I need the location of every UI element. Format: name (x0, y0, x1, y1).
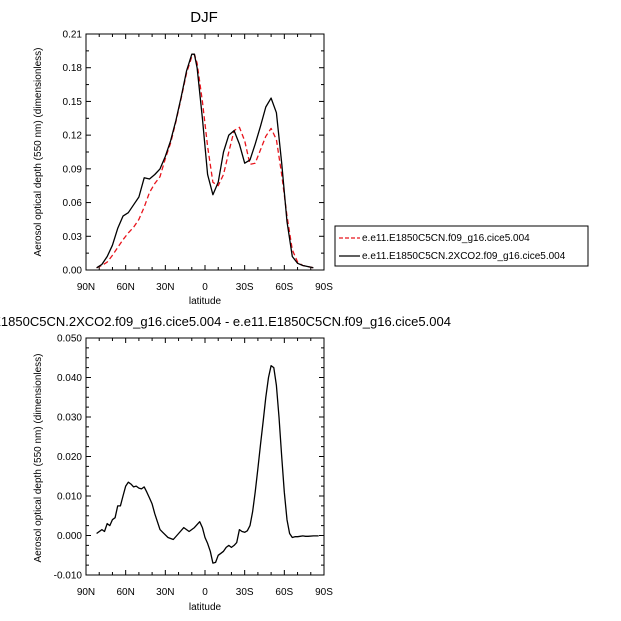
x-tick-label: 30S (236, 587, 254, 598)
x-tick-label: 60S (275, 282, 293, 293)
y-axis-label: Aerosol optical depth (550 nm) (dimensio… (33, 354, 44, 563)
x-tick-label: 60S (275, 587, 293, 598)
y-tick-label: 0.020 (57, 452, 82, 463)
y-tick-label: 0.00 (63, 266, 83, 277)
chart-panel-bottom: e.e11.E1850C5CN.2XCO2.f09_g16.cice5.004 … (0, 314, 451, 613)
series-line-difference (96, 365, 319, 564)
y-tick-label: 0.15 (63, 97, 83, 108)
y-tick-label: -0.010 (54, 571, 83, 582)
y-tick-label: 0.010 (57, 492, 82, 503)
x-tick-label: 90S (315, 282, 333, 293)
y-tick-label: 0.050 (57, 334, 82, 345)
x-tick-label: 0 (202, 282, 208, 293)
x-tick-label: 90N (77, 282, 95, 293)
legend: e.e11.E1850C5CN.f09_g16.cice5.004 e.e11.… (334, 225, 589, 267)
y-tick-label: 0.040 (57, 373, 82, 384)
x-tick-label: 60N (116, 587, 134, 598)
y-tick-label: 0.12 (63, 131, 83, 142)
series-line-e-e11-e1850c5cn-2xco2-f09-g16-cice5-004 (96, 53, 314, 269)
legend-label-2xco2: e.e11.E1850C5CN.2XCO2.f09_g16.cice5.004 (362, 251, 566, 262)
legend-label-control: e.e11.E1850C5CN.f09_g16.cice5.004 (362, 233, 530, 244)
series-line-e-e11-e1850c5cn-f09-g16-cice5-004 (96, 53, 314, 269)
y-tick-label: 0.000 (57, 531, 82, 542)
y-tick-label: 0.06 (63, 198, 83, 209)
y-tick-label: 0.21 (63, 30, 83, 41)
y-tick-label: 0.18 (63, 63, 83, 74)
x-tick-label: 60N (116, 282, 134, 293)
x-tick-label: 30S (236, 282, 254, 293)
y-tick-label: 0.03 (63, 232, 83, 243)
x-axis-label: latitude (189, 296, 222, 307)
x-tick-label: 30N (156, 587, 174, 598)
legend-frame (334, 225, 589, 267)
x-tick-label: 0 (202, 587, 208, 598)
x-axis-label: latitude (189, 602, 222, 613)
x-tick-label: 90S (315, 587, 333, 598)
plot-frame (85, 337, 325, 576)
y-axis-label: Aerosol optical depth (550 nm) (dimensio… (33, 48, 44, 257)
y-tick-label: 0.030 (57, 413, 82, 424)
chart-title: e.e11.E1850C5CN.2XCO2.f09_g16.cice5.004 … (0, 314, 451, 329)
y-tick-label: 0.09 (63, 164, 83, 175)
chart-panel-top: DJF 0.00 0.03 0.06 0.09 0.12 0.15 0.18 0.21 90N… (33, 9, 333, 307)
x-tick-label: 30N (156, 282, 174, 293)
x-tick-label: 90N (77, 587, 95, 598)
chart-title: DJF (190, 9, 218, 26)
